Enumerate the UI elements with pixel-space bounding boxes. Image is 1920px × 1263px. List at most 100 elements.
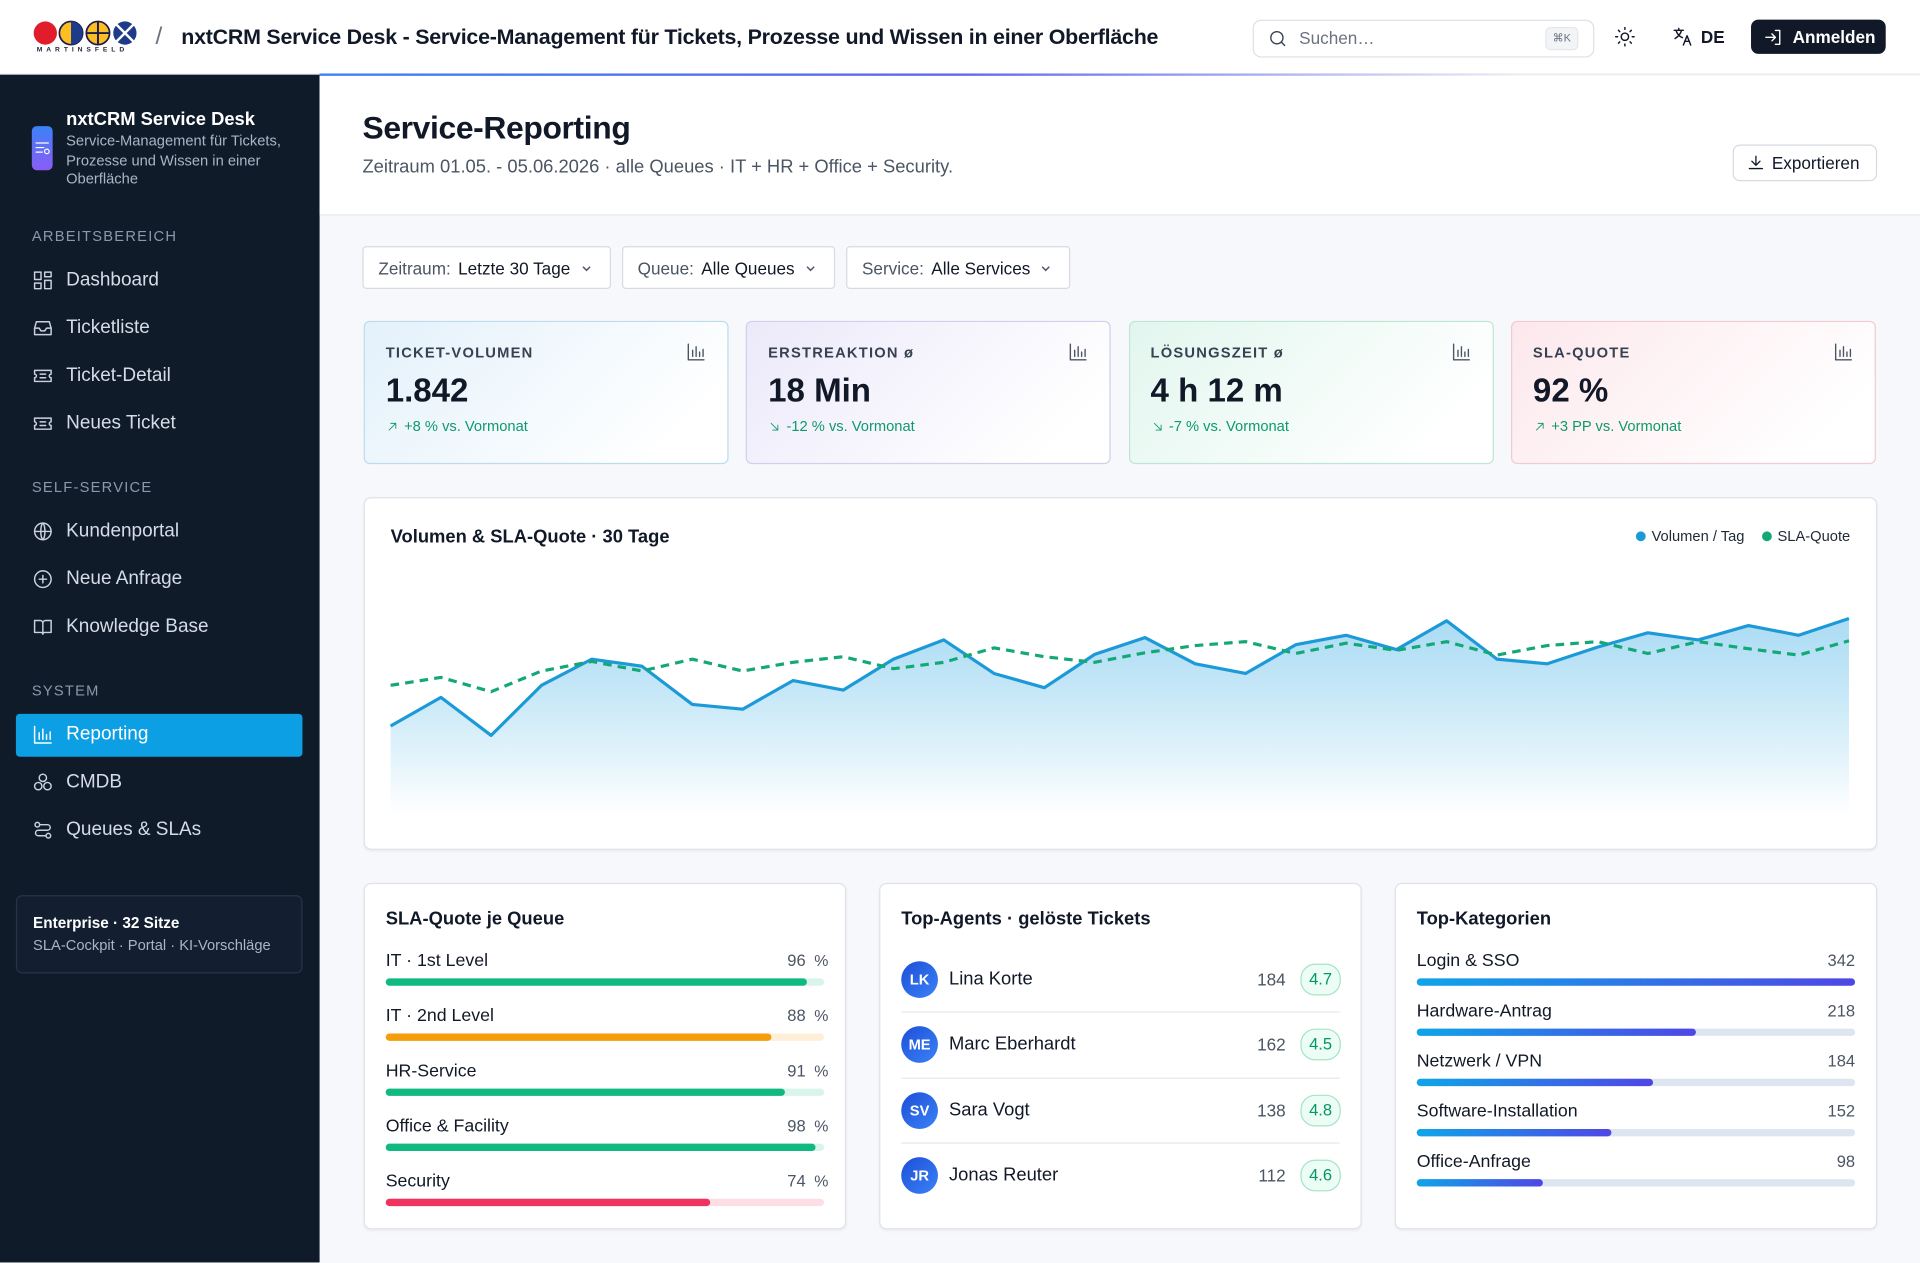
agent-count: 162	[1257, 1035, 1286, 1055]
queue-label: HR-Service	[385, 1061, 477, 1082]
nav-item[interactable]: Queues & SLAs	[16, 809, 303, 852]
queue-value: 88	[787, 1006, 806, 1025]
filter-label: Service:	[861, 257, 924, 278]
icon-part	[1614, 26, 1635, 47]
queue-unit: %	[814, 1116, 829, 1136]
nav-item[interactable]: Reporting	[15, 713, 303, 757]
category-label: Hardware-Antrag	[1416, 1001, 1552, 1022]
legend-label: Volumen / Tag	[1651, 527, 1745, 545]
filter-bar: Zeitraum: Letzte 30 Tage Queue: Alle Queues…	[362, 246, 1071, 289]
icon-part	[806, 265, 815, 271]
icon-part	[34, 821, 52, 839]
language-switch[interactable]: DE	[1668, 21, 1737, 53]
filter-select[interactable]: Service: Alle Services	[846, 246, 1071, 289]
icon-part	[33, 417, 52, 430]
kpi-card: ERSTREAKTION ø 18 Min -12 % vs. Vormonat	[746, 320, 1111, 465]
export-button[interactable]: Exportieren	[1732, 144, 1878, 182]
queue-unit: %	[814, 1171, 829, 1191]
icon-part	[33, 725, 52, 744]
category-label: Netzwerk / VPN	[1416, 1051, 1543, 1072]
kpi-delta: +3 PP vs. Vormonat	[1551, 417, 1682, 435]
icon-part	[1280, 41, 1286, 47]
divider	[901, 1142, 1340, 1144]
queue-label: IT · 1st Level	[385, 951, 489, 972]
icon-part	[687, 343, 705, 361]
category-value: 218	[1827, 1001, 1856, 1020]
filter-select[interactable]: Zeitraum: Letzte 30 Tage	[362, 246, 611, 289]
icon-part	[43, 279, 52, 290]
nav-item[interactable]: CMDB	[16, 762, 303, 805]
bar	[1416, 1178, 1543, 1187]
categories-card: Top-Kategorien Login & SSO 342 Hardware-Ant…	[1394, 882, 1878, 1230]
icon-part	[33, 570, 52, 589]
icon-part	[691, 346, 704, 358]
filter-select[interactable]: Queue: Alle Queues	[621, 246, 836, 289]
nav-item[interactable]: Dashboard	[16, 260, 303, 303]
icon-part	[1765, 29, 1781, 45]
rating-pill: 4.6	[1300, 1159, 1341, 1192]
filter-label: Zeitraum:	[378, 257, 451, 278]
agent-name: Marc Eberhardt	[948, 1033, 1076, 1055]
kpi-card: TICKET-VOLUMEN 1.842 +8 % vs. Vormonat	[363, 320, 729, 465]
nav-item[interactable]: Knowledge Base	[16, 606, 303, 649]
nav-item[interactable]: Ticketliste	[16, 307, 303, 350]
page-title: Service-Reporting	[362, 108, 631, 146]
search-box[interactable]: Suchen… ⌘K	[1252, 19, 1595, 58]
icon-part	[1153, 422, 1162, 431]
nav-label: Ticket-Detail	[66, 364, 171, 386]
filter-value: Alle Queues	[701, 257, 795, 278]
icon-part	[1535, 422, 1544, 431]
logo-text: MARTINSFELD	[36, 46, 129, 54]
theme-toggle[interactable]	[1611, 23, 1638, 50]
card-title: SLA-Quote je Queue	[385, 908, 565, 930]
icon-part	[34, 823, 51, 837]
icon-part	[1834, 343, 1852, 361]
icon-part	[1673, 27, 1692, 46]
kpi-value: 18 Min	[768, 372, 872, 409]
breadcrumb-separator: /	[155, 23, 163, 51]
nav-item[interactable]: Neue Anfrage	[16, 558, 303, 601]
icon-part	[39, 421, 47, 427]
icon-part	[33, 369, 52, 383]
login-button[interactable]: Anmelden	[1751, 19, 1886, 54]
section-title: ARBEITSBEREICH	[31, 227, 178, 245]
avatar: SV	[901, 1091, 938, 1129]
agent-name: Jonas Reuter	[948, 1164, 1059, 1186]
icon-part	[43, 148, 50, 155]
chevron	[802, 259, 819, 276]
icon-part	[1074, 346, 1087, 358]
category-label: Office-Anfrage	[1416, 1151, 1531, 1172]
icon-part	[43, 781, 52, 791]
icon-part	[1748, 155, 1764, 170]
icon-part	[1765, 29, 1781, 45]
agent-count: 138	[1257, 1100, 1286, 1121]
nav-label: Kundenportal	[66, 520, 180, 542]
chevron	[1038, 259, 1055, 276]
bar	[1416, 1078, 1653, 1086]
filter-value: Letzte 30 Tage	[458, 257, 571, 278]
nav-item[interactable]: Neues Ticket	[16, 403, 303, 446]
bar	[385, 1033, 772, 1041]
kpi-label: ERSTREAKTION ø	[768, 344, 915, 362]
icon-part	[1839, 346, 1851, 358]
icon-part	[33, 773, 52, 791]
sidebar: nxtCRM Service Desk Service-Management fü…	[0, 74, 320, 1263]
legend: Volumen / Tag SLA-Quote	[1635, 527, 1850, 545]
page-header	[319, 75, 1920, 216]
icon-part	[115, 23, 135, 43]
kpi-delta: +8 % vs. Vormonat	[404, 417, 528, 435]
icon-part	[1270, 30, 1284, 45]
nav-item[interactable]: Kundenportal	[16, 511, 303, 554]
bar	[1416, 1128, 1612, 1136]
icon-part	[1535, 422, 1544, 431]
legend-item: Volumen / Tag	[1635, 527, 1745, 545]
icon-part	[45, 832, 52, 839]
nav-item[interactable]: Ticket-Detail	[16, 355, 303, 398]
icon-part	[806, 265, 815, 271]
icon-part	[582, 265, 591, 271]
icon-part	[43, 271, 52, 278]
icon-part	[38, 773, 48, 783]
queue-value: 98	[787, 1116, 806, 1136]
icon-part	[33, 522, 52, 541]
